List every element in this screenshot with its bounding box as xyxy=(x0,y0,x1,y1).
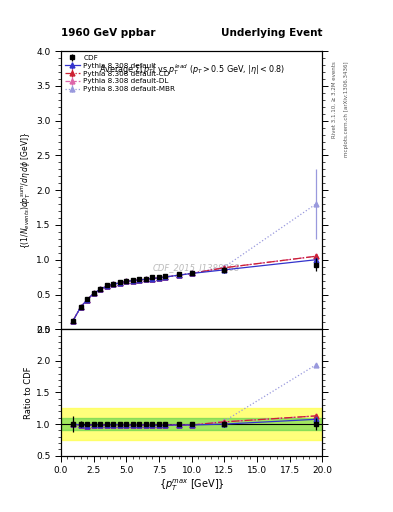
Legend: CDF, Pythia 8.308 default, Pythia 8.308 default-CD, Pythia 8.308 default-DL, Pyt: CDF, Pythia 8.308 default, Pythia 8.308 … xyxy=(63,53,177,94)
Bar xyxy=(61,418,322,431)
X-axis label: $\{p_T^{max}$ [GeV]$\}$: $\{p_T^{max}$ [GeV]$\}$ xyxy=(159,478,224,493)
Y-axis label: $\{(1/N_{events}) dp_T^{sum}/d\eta\, d\phi$ [GeV]$\}$: $\{(1/N_{events}) dp_T^{sum}/d\eta\, d\p… xyxy=(20,132,33,249)
Text: Rivet 3.1.10, ≥ 3.2M events: Rivet 3.1.10, ≥ 3.2M events xyxy=(332,61,337,138)
Text: Underlying Event: Underlying Event xyxy=(221,28,322,38)
Text: Average $\Sigma(p_T)$ vs $p_T^{lead}$ $(p_T > 0.5$ GeV, $|\eta| < 0.8)$: Average $\Sigma(p_T)$ vs $p_T^{lead}$ $(… xyxy=(99,62,285,77)
Bar xyxy=(61,408,322,440)
Text: CDF_2015_I1388868: CDF_2015_I1388868 xyxy=(153,264,241,272)
Y-axis label: Ratio to CDF: Ratio to CDF xyxy=(24,366,33,419)
Text: mcplots.cern.ch [arXiv:1306.3436]: mcplots.cern.ch [arXiv:1306.3436] xyxy=(344,61,349,157)
Text: 1960 GeV ppbar: 1960 GeV ppbar xyxy=(61,28,155,38)
